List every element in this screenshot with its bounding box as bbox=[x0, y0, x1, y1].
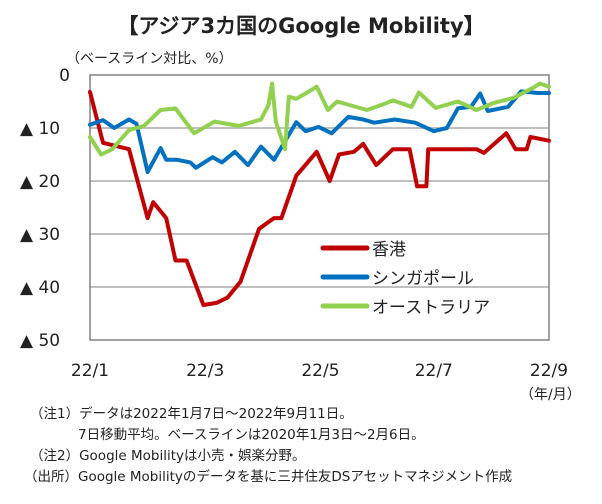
plot-area-border bbox=[89, 74, 550, 341]
y-tick-label: 0 bbox=[59, 66, 70, 86]
x-tick-label: 22/3 bbox=[186, 361, 224, 381]
x-tick-label: 22/9 bbox=[530, 361, 568, 381]
source-note: （出所）Google Mobilityのデータを基に三井住友DSアセットマネジメ… bbox=[24, 469, 513, 485]
series-line-2 bbox=[88, 81, 551, 157]
x-tick-label: 22/5 bbox=[301, 361, 339, 381]
y-tick-label: ▲ 20 bbox=[20, 172, 60, 192]
y-tick-label: ▲ 40 bbox=[20, 278, 60, 298]
legend-label-0: 香港 bbox=[372, 240, 406, 260]
note-1: （注1）データは2022年1月7日～2022年9月11日。 bbox=[30, 406, 353, 422]
legend-label-1: シンガポール bbox=[372, 269, 474, 289]
series-line-1 bbox=[88, 89, 551, 174]
legend-label-2: オーストラリア bbox=[372, 298, 490, 318]
series-line-0 bbox=[88, 90, 551, 307]
note-1-cont: 7日移動平均。ベースラインは2020年1月3日～2月6日。 bbox=[78, 427, 425, 443]
y-axis-unit: （ベースライン対比、%） bbox=[66, 51, 233, 67]
chart-title: 【アジア3カ国のGoogle Mobility】 bbox=[117, 14, 485, 38]
y-tick-label: ▲ 30 bbox=[20, 225, 60, 245]
x-axis-unit: （年/月） bbox=[520, 387, 581, 403]
x-tick-label: 22/1 bbox=[71, 361, 109, 381]
y-tick-label: ▲ 10 bbox=[20, 119, 60, 139]
y-tick-label: ▲ 50 bbox=[20, 331, 60, 351]
note-2: （注2）Google Mobilityは小売・娯楽分野。 bbox=[30, 448, 306, 464]
x-tick-label: 22/7 bbox=[415, 361, 453, 381]
